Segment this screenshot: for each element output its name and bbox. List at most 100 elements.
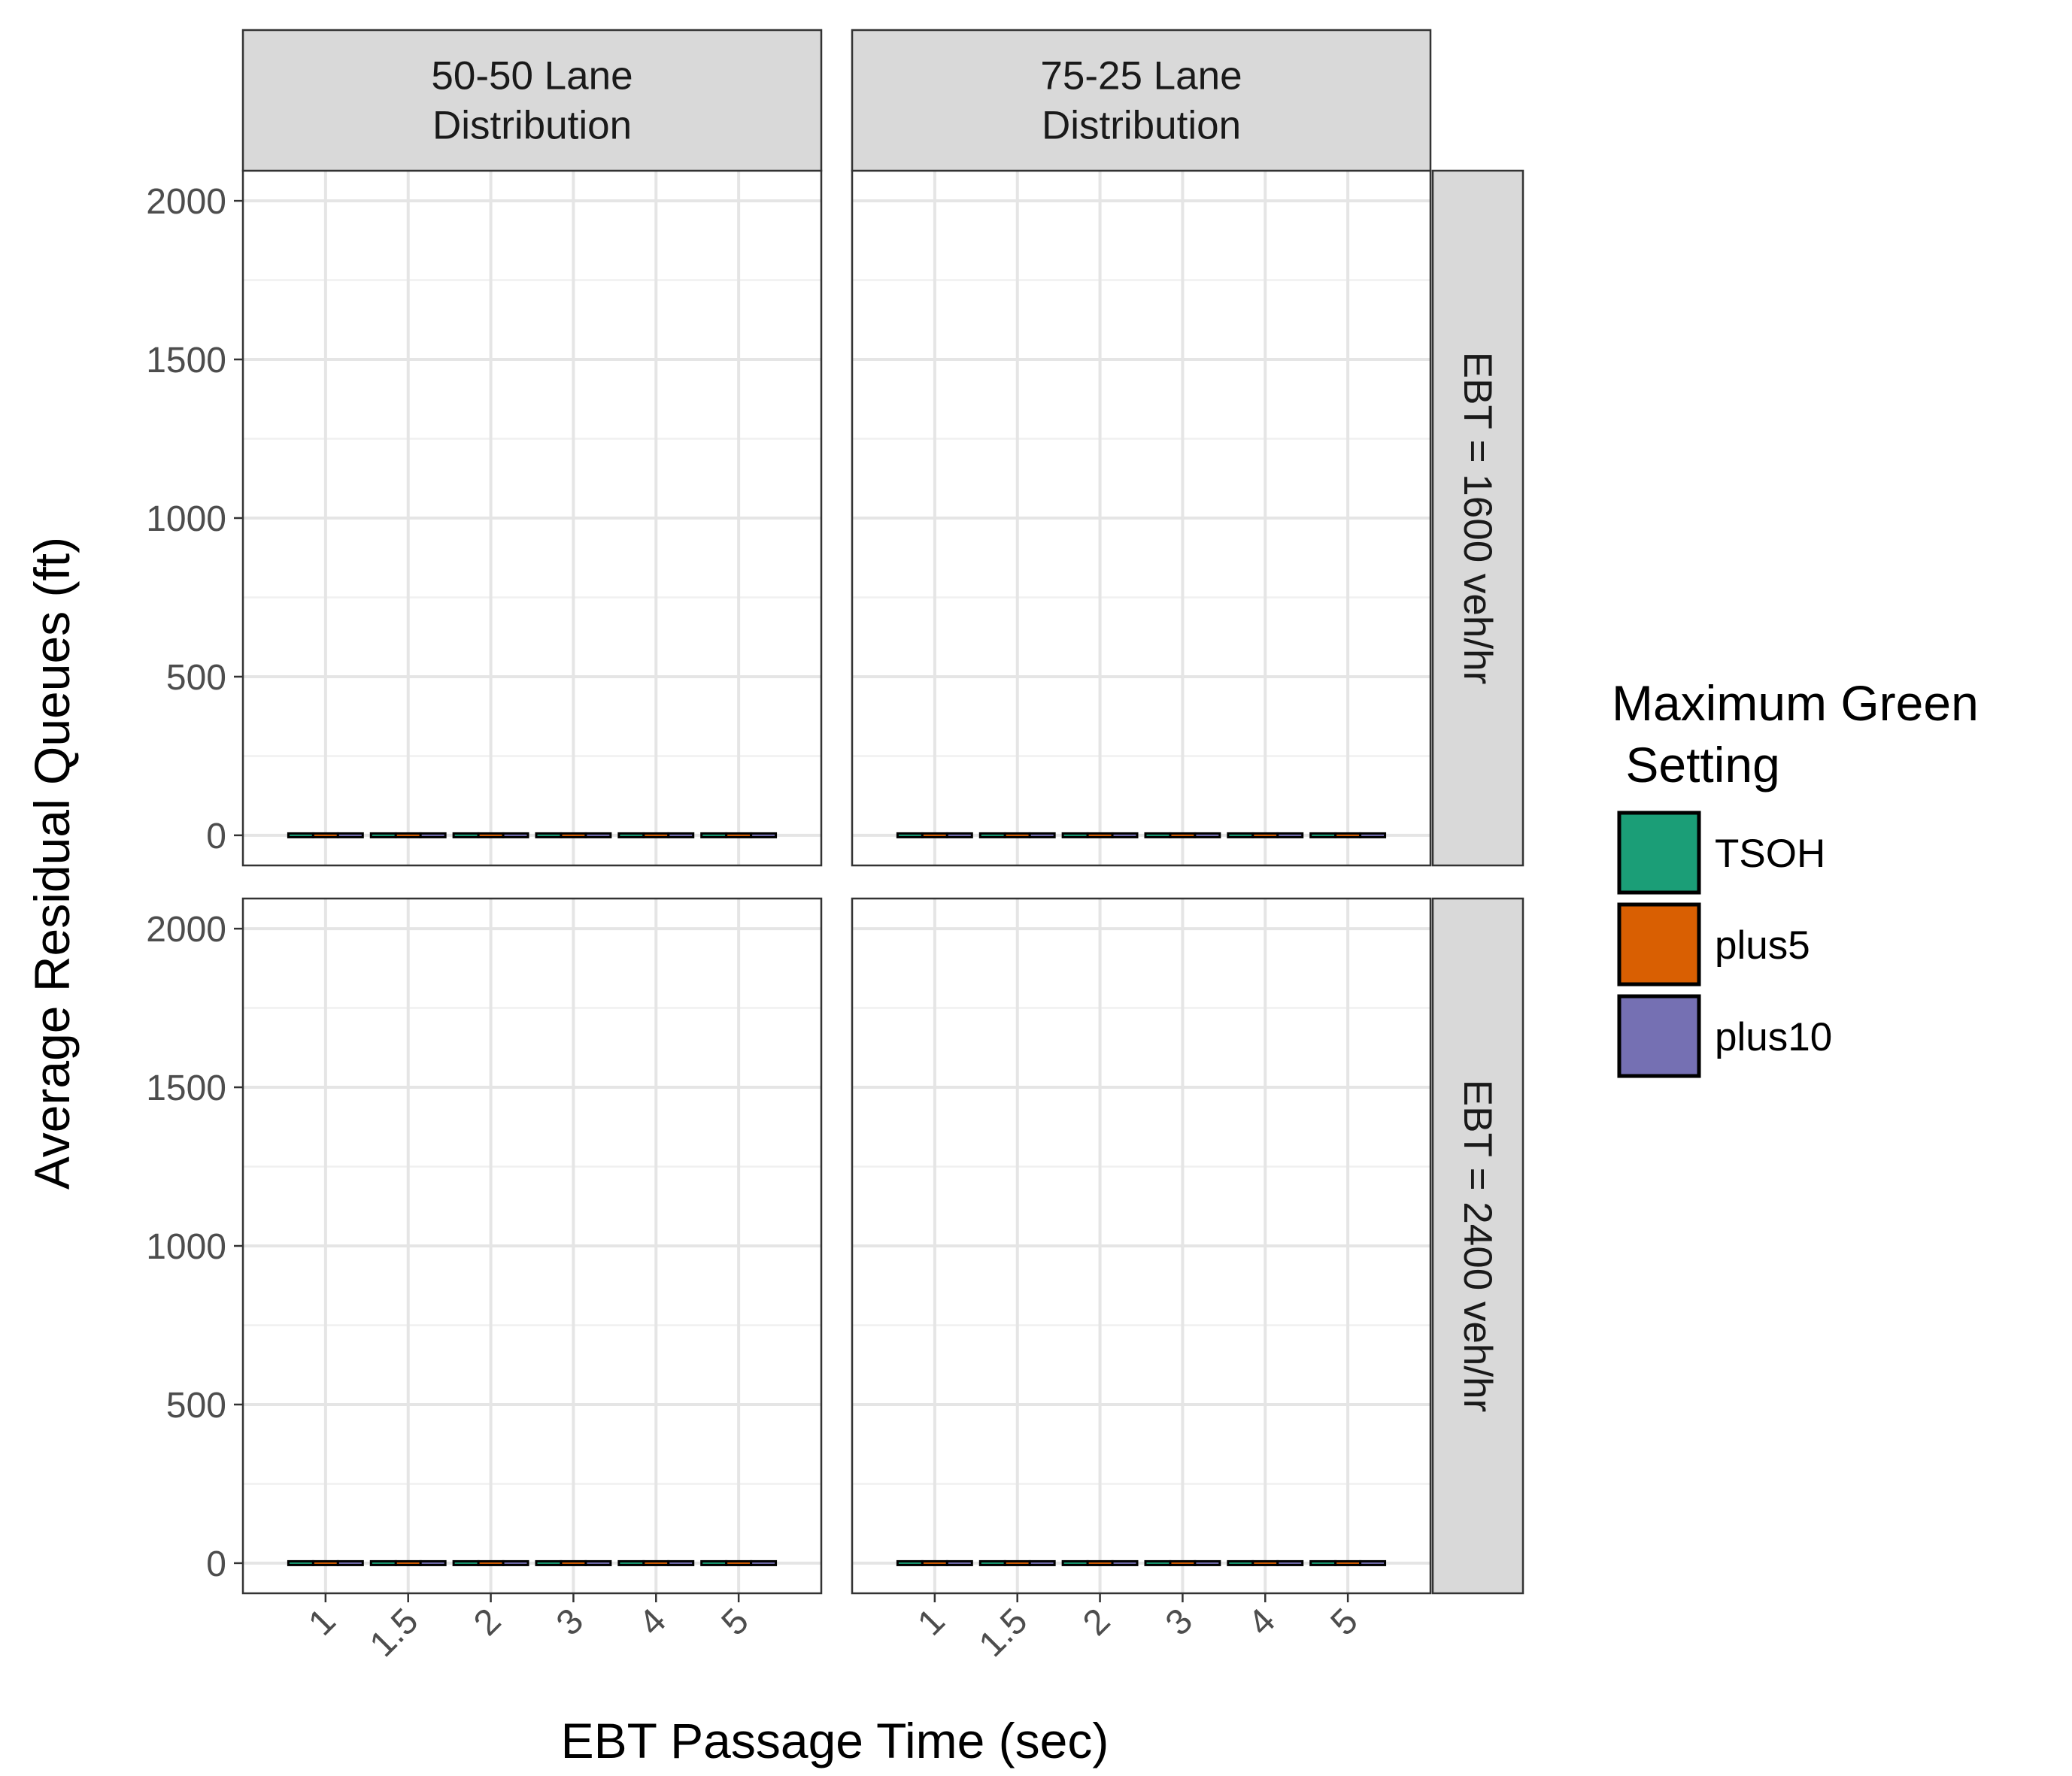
box-TSOH-4 <box>1227 1559 1254 1566</box>
box-TSOH-4 <box>617 832 645 838</box>
box-plus5-3 <box>1169 1559 1197 1566</box>
box-plus10-1_5 <box>419 832 447 838</box>
box-plus10-4 <box>1276 832 1304 838</box>
box-TSOH-3 <box>1144 1559 1172 1566</box>
y-tick-label: 2000 <box>146 182 226 222</box>
legend-key-swatch <box>1617 994 1701 1078</box>
box-TSOH-2 <box>1061 832 1089 838</box>
y-tick-label: 2000 <box>146 910 226 950</box>
legend-key-swatch <box>1617 902 1701 986</box>
facet-panel-r1-c1 <box>241 169 823 867</box>
box-TSOH-5 <box>700 1559 728 1566</box>
box-TSOH-1_5 <box>369 1559 397 1566</box>
box-plus10-3 <box>1194 1559 1221 1566</box>
facet-strip-column-1: 50-50 Lane Distribution <box>241 29 823 172</box>
box-TSOH-2 <box>1061 1559 1089 1566</box>
box-plus10-4 <box>667 832 695 838</box>
y-tick-label: 0 <box>206 1544 226 1584</box>
legend-title-line: Maximum Green <box>1612 675 1979 731</box>
strips-layer: 50-50 Lane Distribution 75-25 Lane Distribu… <box>241 29 1524 1595</box>
box-TSOH-3 <box>535 1559 563 1566</box>
box-plus10-2 <box>1111 1559 1139 1566</box>
strip-background <box>241 29 823 172</box>
legend-entry-TSOH: TSOH <box>1617 811 1825 895</box>
panel-border <box>851 897 1432 1595</box>
facet-strip-row-1: EBT = 1600 veh/hr <box>1431 169 1524 867</box>
box-plus10-5 <box>750 832 778 838</box>
legend-key-swatch <box>1617 811 1701 895</box>
box-plus5-2 <box>477 1559 505 1566</box>
facet-strip-column-2: 75-25 Lane Distribution <box>851 29 1432 172</box>
box-plus10-4 <box>667 1559 695 1566</box>
facet-panel-r2-c2 <box>851 897 1432 1595</box>
legend-entry-plus10: plus10 <box>1617 994 1832 1078</box>
box-TSOH-2 <box>452 1559 480 1566</box>
box-plus5-1_5 <box>394 1559 422 1566</box>
box-plus10-1 <box>945 1559 973 1566</box>
box-plus10-1_5 <box>1028 1559 1056 1566</box>
box-TSOH-1 <box>287 1559 314 1566</box>
box-plus10-3 <box>584 1559 612 1566</box>
box-plus10-3 <box>1194 832 1221 838</box>
box-plus5-1_5 <box>1003 832 1031 838</box>
box-plus10-5 <box>1359 832 1387 838</box>
panels-layer <box>241 169 1432 1595</box>
box-plus5-2 <box>1086 832 1114 838</box>
box-plus10-5 <box>750 1559 778 1566</box>
y-tick-label: 1500 <box>146 341 226 380</box>
strip-background <box>851 29 1432 172</box>
box-TSOH-2 <box>452 832 480 838</box>
box-plus10-1 <box>336 832 364 838</box>
box-plus5-1 <box>921 1559 948 1566</box>
box-plus5-4 <box>642 1559 670 1566</box>
box-TSOH-1_5 <box>978 832 1006 838</box>
box-plus5-1_5 <box>394 832 422 838</box>
x-axis-title: EBT Passage Time (sec) <box>561 1713 1109 1768</box>
box-TSOH-1_5 <box>369 832 397 838</box>
legend-label: plus10 <box>1715 1015 1832 1059</box>
box-plus10-1 <box>336 1559 364 1566</box>
legend-label: TSOH <box>1715 832 1825 876</box>
box-plus10-3 <box>584 832 612 838</box>
box-TSOH-1 <box>896 1559 924 1566</box>
box-plus10-2 <box>1111 832 1139 838</box>
facet-panel-r1-c2 <box>851 169 1432 867</box>
strip-label: EBT = 1600 veh/hr <box>1455 352 1500 684</box>
box-plus5-2 <box>477 832 505 838</box>
box-plus10-1_5 <box>1028 832 1056 838</box>
box-TSOH-3 <box>1144 832 1172 838</box>
box-TSOH-5 <box>1309 1559 1337 1566</box>
facet-strip-row-2: EBT = 2400 veh/hr <box>1431 897 1524 1595</box>
box-plus5-3 <box>560 832 587 838</box>
box-plus10-4 <box>1276 1559 1304 1566</box>
box-plus10-2 <box>502 1559 529 1566</box>
box-plus5-4 <box>1251 1559 1279 1566</box>
box-plus5-1 <box>311 1559 339 1566</box>
box-plus10-1_5 <box>419 1559 447 1566</box>
box-plus5-4 <box>1251 832 1279 838</box>
box-plus5-5 <box>1334 832 1362 838</box>
box-TSOH-4 <box>617 1559 645 1566</box>
strip-background <box>1431 169 1524 867</box>
strip-label-line: Distribution <box>432 104 632 148</box>
y-tick-label: 500 <box>166 658 226 698</box>
y-tick-label: 1000 <box>146 1227 226 1267</box>
box-plus5-2 <box>1086 1559 1114 1566</box>
box-plus5-3 <box>560 1559 587 1566</box>
box-plus5-1 <box>311 832 339 838</box>
legend: Maximum Green Setting TSOH plus5 plus10 <box>1612 675 1979 1078</box>
y-tick-label: 0 <box>206 817 226 856</box>
y-axis-title: Average Residual Queues (ft) <box>24 537 80 1190</box>
box-TSOH-5 <box>700 832 728 838</box>
box-plus5-1_5 <box>1003 1559 1031 1566</box>
box-plus5-5 <box>1334 1559 1362 1566</box>
y-tick-label: 1000 <box>146 499 226 539</box>
box-plus10-2 <box>502 832 529 838</box>
box-TSOH-1_5 <box>978 1559 1006 1566</box>
y-tick-label: 500 <box>166 1386 226 1426</box>
box-plus5-5 <box>725 832 753 838</box>
strip-label: EBT = 2400 veh/hr <box>1455 1080 1500 1412</box>
legend-entry-plus5: plus5 <box>1617 902 1810 986</box>
box-TSOH-1 <box>896 832 924 838</box>
